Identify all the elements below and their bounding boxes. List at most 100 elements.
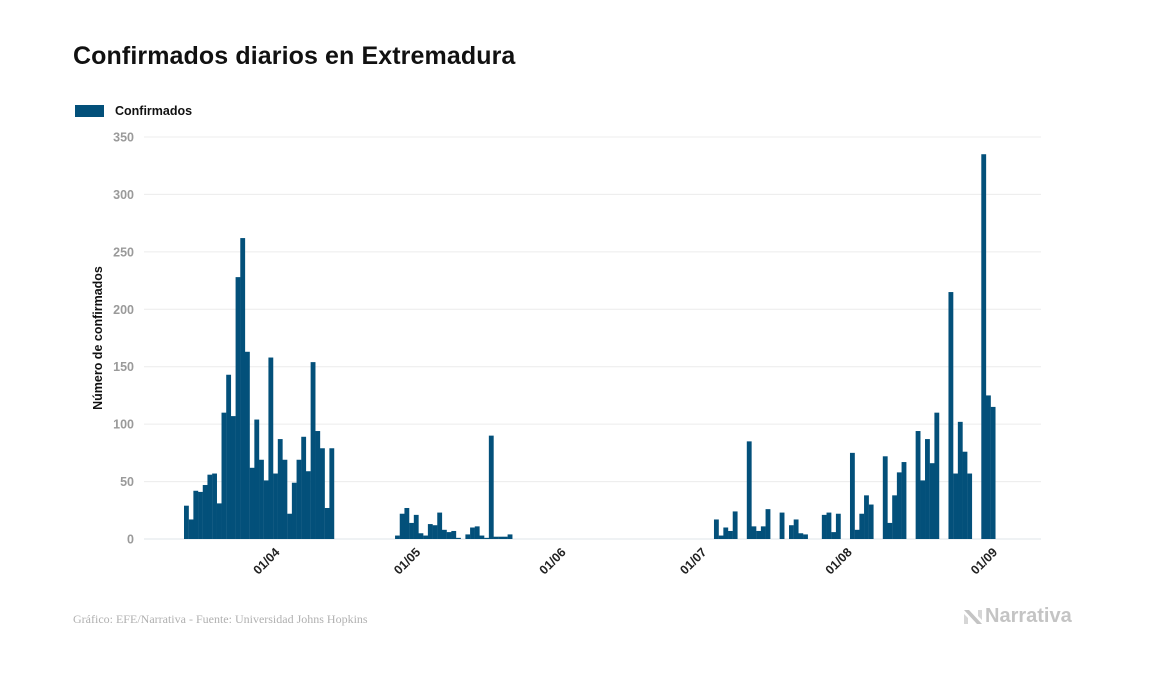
source-credit: Gráfico: EFE/Narrativa - Fuente: Univers… [73, 612, 368, 626]
bar [395, 535, 400, 539]
bar [798, 533, 804, 539]
bar [789, 525, 794, 539]
bar [723, 527, 729, 539]
brand-logo: Narrativa [963, 605, 1072, 628]
bar [793, 519, 799, 539]
brand-name: Narrativa [985, 605, 1072, 627]
bar [305, 471, 311, 539]
bar [718, 535, 724, 539]
bar [882, 456, 888, 539]
bar [728, 530, 733, 539]
bar [934, 412, 940, 539]
bar [821, 514, 827, 539]
y-tick-label: 200 [113, 303, 134, 317]
bar [957, 421, 963, 539]
bar [273, 473, 278, 539]
bar [779, 512, 785, 539]
bar [925, 439, 930, 539]
bar [315, 431, 321, 539]
bar [474, 526, 480, 539]
bar [981, 154, 987, 540]
bar [221, 412, 227, 539]
bar [751, 526, 757, 539]
bar [507, 534, 513, 539]
bar [896, 472, 902, 539]
bar [901, 462, 907, 539]
bar [409, 522, 414, 539]
bar [854, 529, 860, 539]
gridlines [144, 136, 1041, 540]
x-tick-label: 01/06 [537, 545, 569, 577]
bar [441, 529, 447, 539]
bar [277, 439, 283, 539]
y-tick-label: 350 [113, 131, 134, 145]
bar [240, 238, 246, 539]
bar [282, 459, 288, 539]
x-tick-label: 01/05 [391, 545, 423, 577]
bar [212, 473, 217, 539]
bar [484, 537, 489, 539]
bars [184, 154, 996, 540]
bar [892, 495, 898, 539]
bar [849, 452, 855, 539]
y-tick-label: 250 [113, 245, 134, 259]
bar [184, 505, 189, 539]
legend: Confirmados [75, 104, 192, 118]
x-tick-label: 01/09 [968, 545, 1000, 577]
bar [985, 395, 991, 539]
bar [427, 524, 433, 539]
bar [193, 490, 199, 539]
chart-title: Confirmados diarios en Extremadura [73, 42, 516, 70]
legend-label: Confirmados [115, 104, 193, 118]
bar [296, 459, 302, 539]
x-tick-label: 01/08 [823, 545, 855, 577]
bar [756, 530, 762, 539]
y-tick-label: 100 [113, 418, 134, 432]
bar [207, 474, 213, 539]
x-tick-label: 01/04 [251, 545, 283, 577]
bar [760, 526, 766, 539]
y-tick-label: 50 [120, 475, 134, 489]
bar [287, 513, 293, 539]
bar [732, 511, 738, 539]
bar [259, 459, 264, 539]
bar [493, 536, 499, 539]
y-axis-ticks: 0 50 100 150 200 250 300 350 [113, 131, 134, 547]
bar [399, 513, 405, 539]
bar [329, 448, 335, 539]
bar [887, 522, 893, 539]
x-tick-label: 01/07 [677, 545, 709, 577]
bar [929, 463, 935, 539]
bar [451, 530, 457, 539]
bar [324, 507, 330, 539]
bar [235, 277, 241, 539]
bar [310, 362, 316, 539]
bar [216, 503, 222, 539]
bar [456, 537, 461, 539]
bar [226, 374, 232, 539]
bar [713, 519, 719, 539]
bar [765, 509, 771, 539]
bar [413, 514, 419, 539]
bar [198, 491, 203, 539]
bar [498, 536, 504, 539]
bar [967, 473, 973, 539]
y-tick-label: 0 [127, 533, 134, 547]
bar [291, 482, 297, 539]
bar [948, 292, 954, 539]
bar [831, 532, 837, 539]
bar [446, 532, 452, 539]
bar [826, 512, 832, 539]
bar [230, 416, 236, 539]
bar [479, 535, 485, 539]
bar [465, 534, 471, 539]
bar [953, 473, 958, 539]
bar [268, 357, 274, 539]
narrativa-logo-icon [964, 609, 982, 624]
bar [920, 480, 926, 539]
y-axis-label: Número de confirmados [91, 266, 105, 410]
bar [990, 406, 996, 539]
bar [864, 495, 869, 539]
bar [868, 504, 874, 539]
